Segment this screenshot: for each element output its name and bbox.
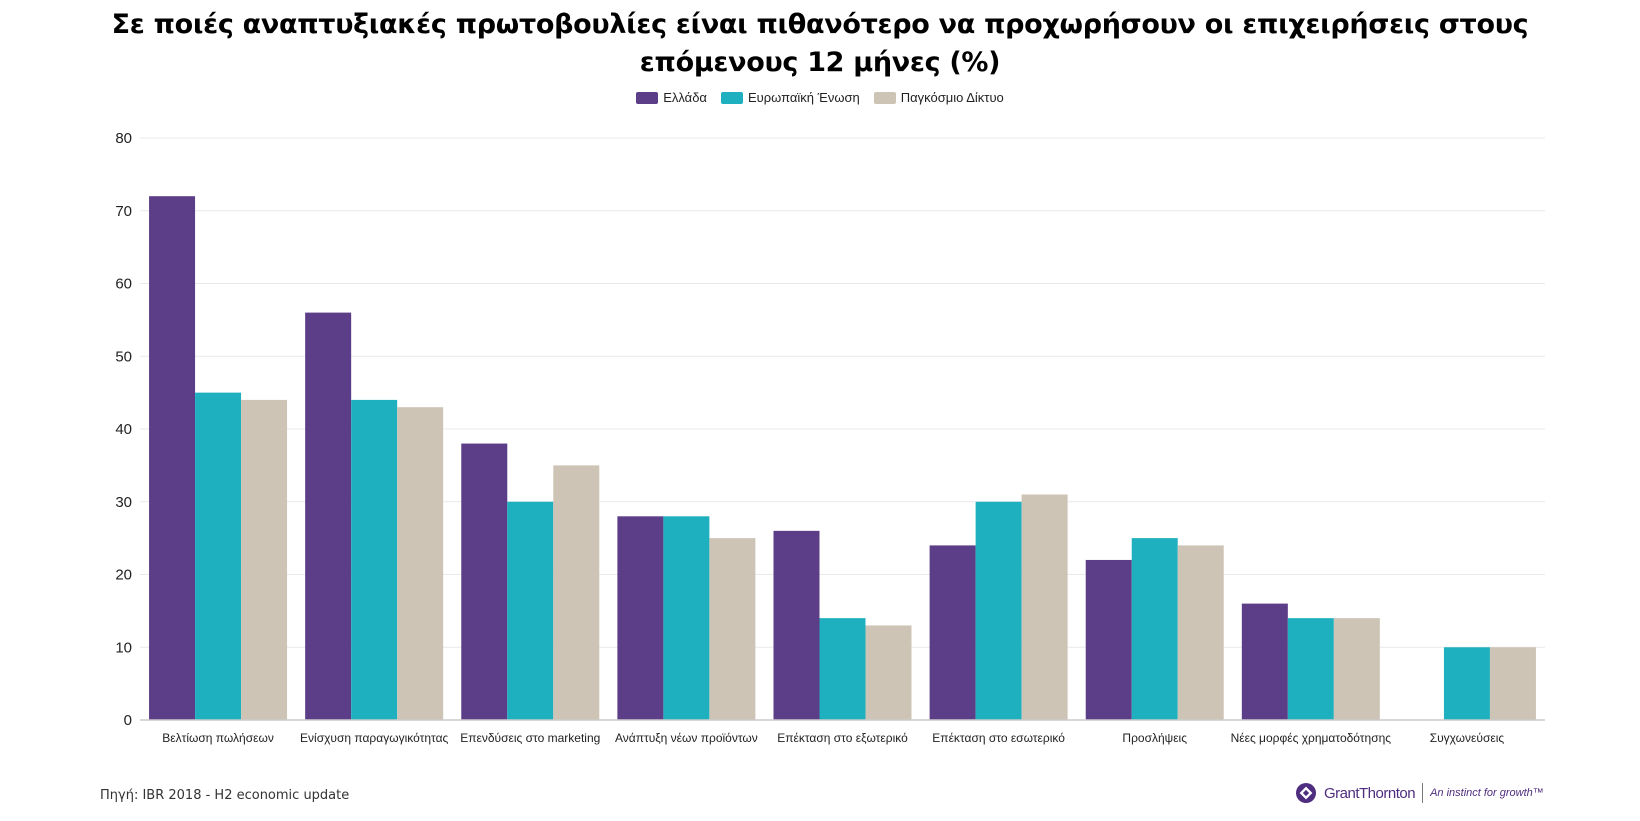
bar — [1131, 538, 1178, 720]
bar — [241, 399, 288, 720]
bar — [663, 516, 710, 720]
bar — [929, 545, 976, 720]
bar — [1021, 494, 1068, 720]
bar — [195, 392, 242, 720]
bar — [975, 501, 1022, 720]
y-tick-label: 20 — [115, 567, 132, 584]
y-tick-label: 70 — [115, 203, 132, 220]
brand-block: GrantThornton An instinct for growth™ — [1295, 782, 1544, 804]
bar — [397, 407, 444, 720]
x-tick-label: Συγχωνεύσεις — [1430, 731, 1505, 745]
bar — [617, 516, 664, 720]
x-tick-label: Προσλήψεις — [1122, 731, 1187, 745]
grant-thornton-logo-icon — [1296, 783, 1316, 803]
brand-name: GrantThornton — [1324, 784, 1416, 802]
source-note: Πηγή: IBR 2018 - H2 economic update — [100, 788, 350, 803]
legend-item[interactable]: Παγκόσμιο Δίκτυο — [873, 90, 1004, 105]
bar — [1443, 647, 1490, 720]
x-tick-label: Επέκταση στο εξωτερικό — [777, 731, 908, 745]
bar — [1333, 618, 1380, 720]
legend-label: Παγκόσμιο Δίκτυο — [900, 90, 1004, 105]
bar — [149, 196, 196, 720]
y-tick-label: 80 — [115, 130, 132, 147]
bar — [709, 538, 756, 720]
legend-swatch — [720, 91, 743, 104]
y-tick-label: 40 — [115, 421, 132, 438]
bar — [507, 501, 554, 720]
x-tick-label: Ενίσχυση παραγωγικότητας — [300, 731, 448, 745]
legend-swatch — [636, 91, 659, 104]
bar — [461, 443, 508, 720]
bar — [1177, 545, 1224, 720]
y-tick-label: 60 — [115, 276, 132, 293]
bar — [1287, 618, 1334, 720]
y-tick-label: 30 — [115, 494, 132, 511]
legend-item[interactable]: Ελλάδα — [636, 90, 707, 105]
legend-label: Ευρωπαϊκή Ένωση — [747, 90, 860, 105]
bar — [1085, 559, 1132, 720]
x-tick-label: Νέες μορφές χρηματοδότησης — [1231, 731, 1392, 745]
legend-swatch — [873, 91, 896, 104]
brand-divider — [1422, 783, 1424, 803]
x-tick-label: Επενδύσεις στο marketing — [460, 731, 600, 745]
bar — [305, 312, 352, 720]
y-tick-label: 0 — [124, 712, 132, 729]
legend-item[interactable]: Ευρωπαϊκή Ένωση — [720, 90, 860, 105]
x-tick-label: Επέκταση στο εσωτερικό — [932, 731, 1065, 745]
brand-tagline: An instinct for growth™ — [1430, 787, 1544, 799]
chart-title: Σε ποιές αναπτυξιακές πρωτοβουλίες είναι… — [111, 9, 1529, 78]
bar — [553, 465, 600, 720]
bar — [865, 625, 912, 720]
x-tick-label: Βελτίωση πωλήσεων — [162, 731, 274, 745]
bar — [819, 618, 866, 720]
bar — [773, 530, 820, 720]
bar — [351, 399, 398, 720]
y-tick-label: 10 — [115, 639, 132, 656]
legend: Ελλάδα Ευρωπαϊκή Ένωση Παγκόσμιο Δίκτυο — [0, 90, 1640, 105]
bar — [1241, 603, 1288, 720]
bar — [1489, 647, 1536, 720]
legend-label: Ελλάδα — [663, 90, 707, 105]
x-tick-label: Ανάπτυξη νέων προϊόντων — [615, 731, 758, 745]
y-tick-label: 50 — [115, 348, 132, 365]
